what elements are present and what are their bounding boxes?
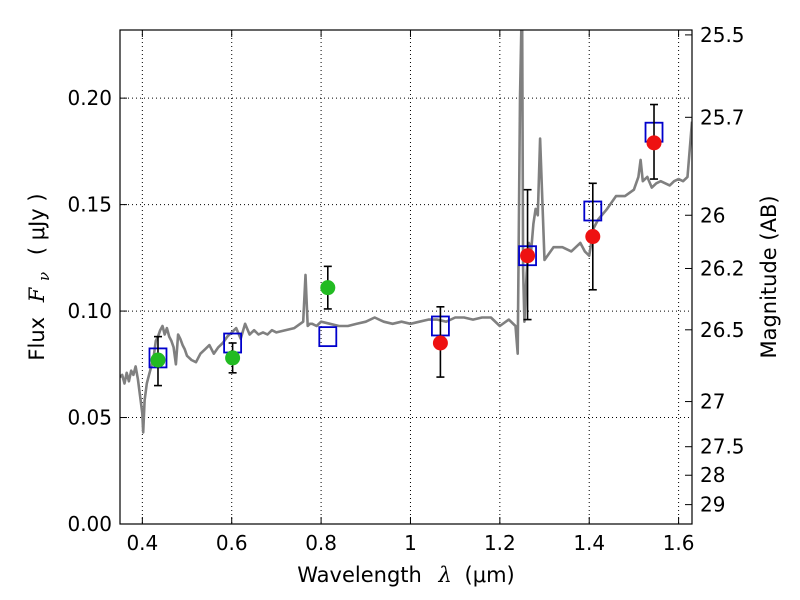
x-tick-label: 0.4 — [126, 531, 158, 555]
y-tick-label: 0.00 — [67, 512, 112, 536]
green-detection-point — [225, 350, 241, 366]
x-tick-label: 1.4 — [573, 531, 605, 555]
y-tick-label: 0.10 — [67, 299, 112, 323]
y2-tick-label: 27.5 — [700, 435, 745, 459]
x-tick-label: 1.2 — [484, 531, 516, 555]
x-axis-label-unit: (μm) — [465, 563, 515, 587]
plot-frame — [119, 29, 693, 525]
y2-tick-label: 26.5 — [700, 318, 745, 342]
green-detection-point — [150, 352, 166, 368]
x-axis-label-text: Wavelength — [297, 563, 422, 587]
y2-tick-label: 29 — [700, 493, 725, 517]
y-axis-label-symbol: F — [25, 286, 49, 303]
plot-area — [120, 30, 692, 524]
red-detection-point — [520, 248, 536, 264]
red-detection-point — [646, 135, 662, 151]
y-axis-label: Flux F ν ( μJy ) — [25, 193, 54, 360]
data-layer — [120, 30, 692, 434]
y-tick-label: 0.05 — [67, 406, 112, 430]
y2-tick-label: 28 — [700, 463, 725, 487]
model-sed-line — [120, 30, 692, 434]
x-tick-label: 1.6 — [663, 531, 695, 555]
y2-tick-label: 25.7 — [700, 105, 745, 129]
x-axis-label-symbol: λ — [438, 563, 452, 587]
x-tick-label: 1 — [404, 531, 417, 555]
model-photometry-square — [318, 326, 338, 348]
x-axis-label: Wavelength λ (μm) — [297, 563, 514, 587]
green-detection-point — [320, 280, 336, 296]
y2-tick-label: 26.2 — [700, 256, 745, 280]
x-tick-label: 0.8 — [305, 531, 337, 555]
y2-tick-label: 26 — [700, 203, 725, 227]
red-detection-point — [432, 335, 448, 351]
y-axis-label-unit: ( μJy ) — [25, 193, 49, 255]
marker-layer — [148, 103, 664, 387]
y2-axis-label: Magnitude (AB) — [757, 195, 781, 358]
y2-tick-label: 25.5 — [700, 23, 745, 47]
y2-tick-label: 27 — [700, 390, 725, 414]
y-axis-label-text: Flux — [25, 317, 49, 361]
axes: 0.4 0.6 0.8 1 1.2 1.4 1.6 0.00 0.05 0.10 0.15 0.20 2… — [67, 23, 744, 555]
red-detection-point — [585, 229, 601, 245]
y-tick-label: 0.15 — [67, 193, 112, 217]
y-tick-label: 0.20 — [67, 86, 112, 110]
y-axis-label-subscript: ν — [35, 272, 53, 281]
x-tick-label: 0.6 — [216, 531, 248, 555]
